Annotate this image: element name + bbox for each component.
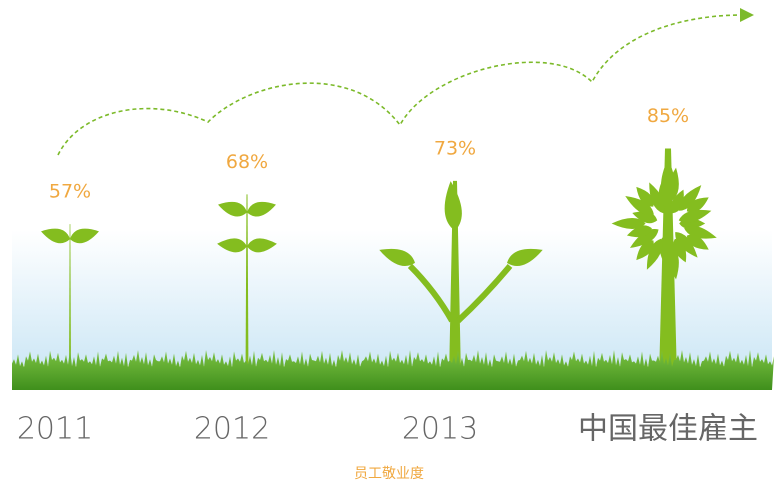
leaf: [445, 181, 462, 231]
leaf: [679, 210, 712, 223]
chart: 员工敬业度 57% 2011 68% 2012 73% 2013 85% 中国最佳雇主: [0, 0, 778, 486]
category-label: 2011: [17, 412, 93, 447]
value-label: 68%: [226, 151, 268, 173]
category-label: 2012: [194, 412, 270, 447]
x-label: 员工敬业度: [354, 466, 424, 482]
category-label: 2013: [402, 412, 478, 447]
leaf: [218, 202, 247, 217]
value-label: 73%: [434, 137, 476, 159]
value-label: 57%: [49, 181, 91, 203]
trend-arrow: [58, 15, 742, 155]
arrow-head: [740, 8, 754, 22]
value-label: 85%: [647, 105, 689, 127]
category-label: 中国最佳雇主: [578, 412, 758, 447]
leaf: [247, 202, 276, 217]
